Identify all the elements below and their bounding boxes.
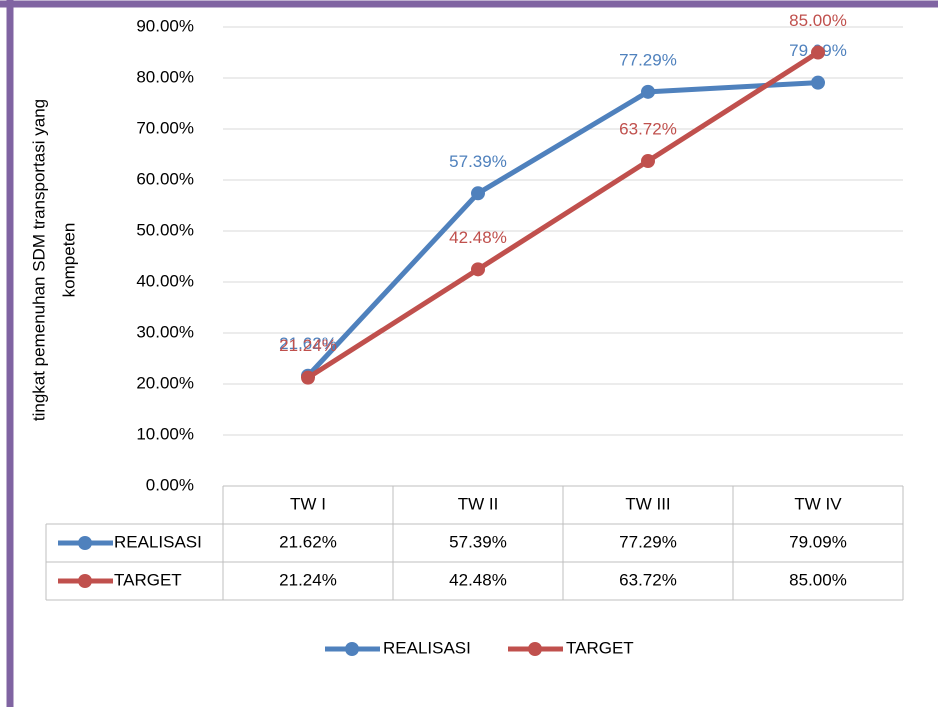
data-label: 57.39% — [449, 152, 507, 171]
data-point — [301, 370, 315, 385]
data-label: 42.48% — [449, 228, 507, 247]
data-point — [811, 75, 825, 90]
y-tick-label: 40.00% — [136, 271, 194, 290]
y-axis-label: tingkat pemenuhan SDM transportasi yang … — [29, 99, 78, 421]
data-label: 21.62% — [279, 334, 337, 353]
data-label: 77.29% — [619, 50, 677, 69]
data-label: 63.72% — [619, 120, 677, 139]
y-tick-label: 50.00% — [136, 220, 194, 239]
table-legend-marker — [78, 536, 92, 550]
y-tick-label: 70.00% — [136, 118, 194, 137]
data-label: 85.00% — [789, 11, 847, 30]
y-tick-label: 20.00% — [136, 373, 194, 392]
y-axis-label-line: tingkat pemenuhan SDM transportasi yang — [29, 99, 48, 421]
legend-label: REALISASI — [383, 638, 471, 657]
table-cell: 21.24% — [279, 570, 337, 589]
series-line — [306, 80, 819, 378]
table-cell: 77.29% — [619, 532, 677, 551]
series-line — [306, 50, 820, 380]
table-cell: 79.09% — [789, 532, 847, 551]
y-tick-label: 90.00% — [136, 16, 194, 35]
table-legend-marker — [78, 574, 92, 588]
y-tick-label: 80.00% — [136, 67, 194, 86]
y-axis-label-line: kompeten — [59, 223, 78, 298]
data-point — [471, 262, 485, 277]
x-tick-label: TW I — [290, 494, 326, 513]
y-tick-label: 30.00% — [136, 322, 194, 341]
table-cell: 85.00% — [789, 570, 847, 589]
table-cell: 42.48% — [449, 570, 507, 589]
data-point — [471, 186, 485, 201]
table-row-label: TARGET — [114, 570, 182, 589]
table-cell: 21.62% — [279, 532, 337, 551]
data-label: 21.24% — [279, 336, 337, 355]
y-tick-label: 60.00% — [136, 169, 194, 188]
table-cell: 63.72% — [619, 570, 677, 589]
x-tick-label: TW IV — [794, 494, 842, 513]
legend-marker — [528, 642, 542, 656]
data-point — [641, 154, 655, 169]
data-point — [811, 45, 825, 60]
y-tick-label: 10.00% — [136, 424, 194, 443]
y-tick-label: 0.00% — [146, 475, 194, 494]
table-row-label: REALISASI — [114, 532, 202, 551]
x-tick-label: TW III — [625, 494, 670, 513]
legend-label: TARGET — [566, 638, 634, 657]
table-cell: 57.39% — [449, 532, 507, 551]
x-tick-label: TW II — [458, 494, 499, 513]
legend-marker — [345, 642, 359, 656]
data-point — [641, 84, 655, 99]
